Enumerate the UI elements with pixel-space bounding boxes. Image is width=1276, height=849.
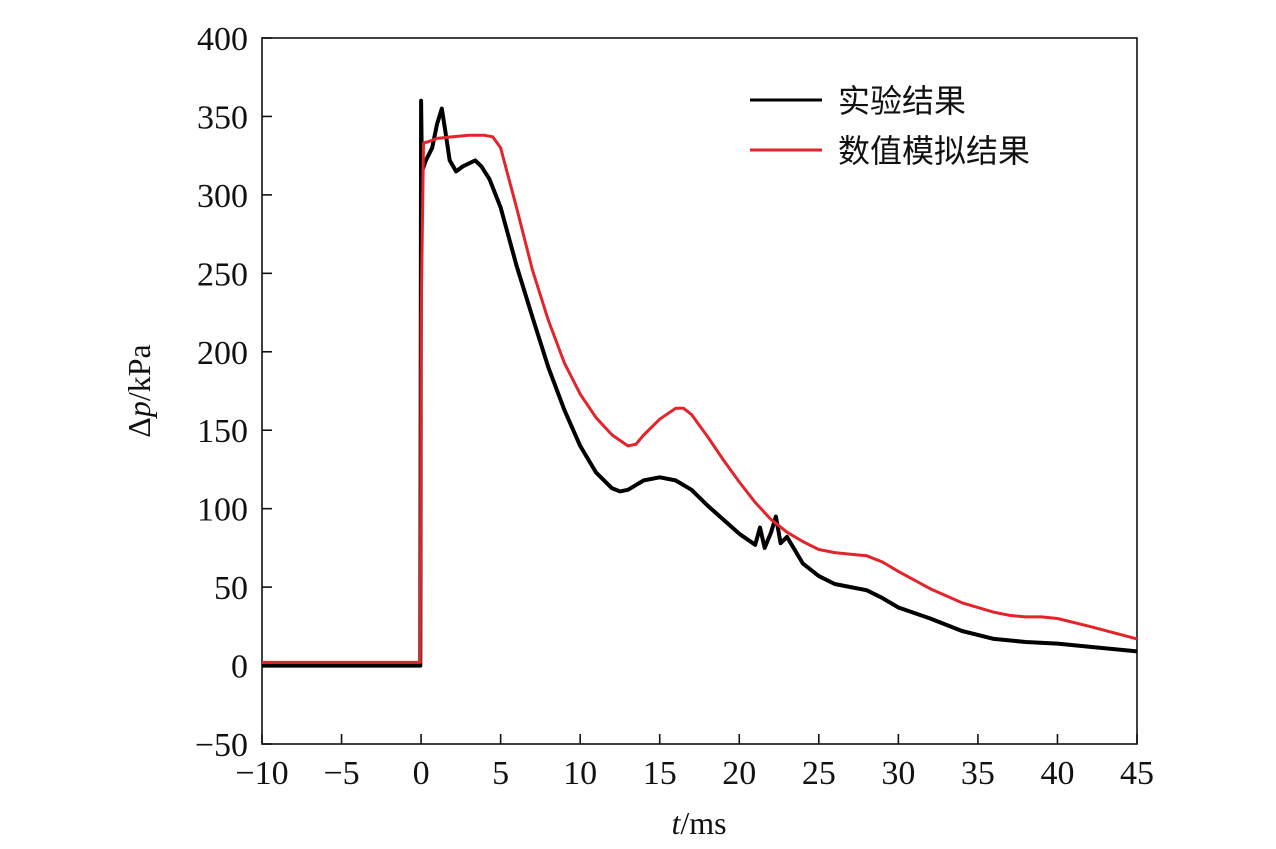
- x-axis-ticks: −10 −5 0 5 10 15 20 25 30 35 40 45: [235, 734, 1154, 792]
- x-axis-title-unit: /ms: [680, 805, 726, 841]
- y-tick-label: 150: [197, 413, 248, 450]
- x-tick-label: 35: [961, 755, 995, 792]
- x-axis-title-variable: t: [671, 805, 681, 841]
- y-axis-title-unit: /kPa: [121, 344, 157, 401]
- y-tick-label: 200: [197, 335, 248, 372]
- legend-label-series-0: 实验结果: [838, 82, 966, 120]
- y-tick-label: 100: [197, 492, 248, 529]
- x-axis-title: t/ms: [671, 805, 726, 841]
- y-tick-label: 400: [197, 21, 248, 58]
- x-tick-label: −5: [323, 755, 359, 792]
- y-tick-label: −50: [195, 727, 248, 764]
- x-tick-label: 30: [881, 755, 915, 792]
- x-tick-label: −10: [235, 755, 288, 792]
- x-tick-label: 25: [802, 755, 836, 792]
- y-tick-label: 0: [231, 649, 248, 686]
- x-tick-label: 45: [1120, 755, 1154, 792]
- legend: 实验结果 数值模拟结果: [750, 82, 1030, 170]
- x-tick-label: 40: [1040, 755, 1074, 792]
- y-tick-label: 350: [197, 99, 248, 136]
- legend-label-series-1: 数值模拟结果: [838, 132, 1030, 170]
- x-tick-label: 0: [413, 755, 430, 792]
- y-axis-ticks: −50 0 50 100 150 200 250 300 350 400: [195, 21, 272, 764]
- plot-frame: [261, 37, 1138, 745]
- series-layer: [262, 98, 1138, 668]
- y-tick-label: 250: [197, 256, 248, 293]
- y-axis-title-delta: Δ: [121, 417, 157, 438]
- x-tick-label: 15: [643, 755, 677, 792]
- series-line-0: [262, 98, 1138, 668]
- y-axis-title-variable: p: [121, 401, 157, 419]
- y-axis-title: Δp/kPa: [121, 344, 157, 437]
- x-tick-label: 5: [492, 755, 509, 792]
- x-tick-label: 20: [722, 755, 756, 792]
- y-tick-label: 50: [214, 570, 248, 607]
- series-line-1: [262, 133, 1138, 664]
- x-tick-label: 10: [563, 755, 597, 792]
- y-tick-label: 300: [197, 178, 248, 215]
